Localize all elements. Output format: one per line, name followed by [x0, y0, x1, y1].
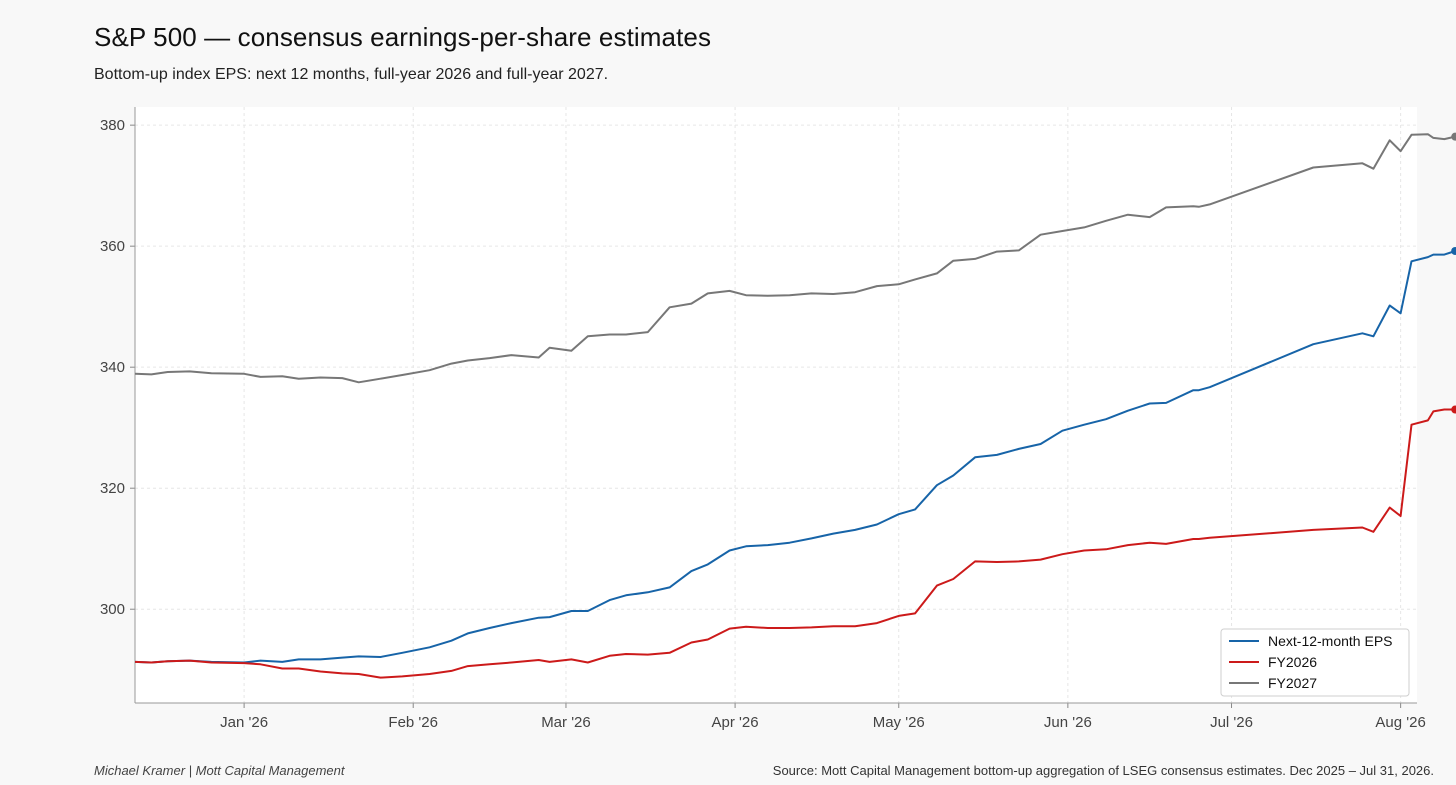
axes	[130, 107, 1417, 708]
y-tick-label: 340	[100, 359, 125, 376]
legend-label: Next-12-month EPS	[1268, 633, 1393, 649]
x-tick-label: Jul '26	[1210, 714, 1253, 731]
y-tick-label: 300	[100, 601, 125, 618]
series-line-fy2027	[134, 133, 1456, 384]
series-end-point-next-12-month-eps	[1451, 247, 1456, 256]
x-tick-label: Jan '26	[220, 714, 268, 731]
x-tick-label: Aug '26	[1375, 714, 1425, 731]
tick-labels: 300 320 340 360 380 Jan '26 Feb '26 Mar '26 Apr …	[100, 117, 1426, 731]
page-title: S&P 500 — consensus earnings-per-share e…	[94, 22, 712, 52]
legend-label: FY2026	[1268, 654, 1317, 670]
page-subtitle: Bottom-up index EPS: next 12 months, ful…	[94, 66, 609, 83]
footer-byline: Michael Kramer | Mott Capital Management	[94, 763, 345, 778]
series-end-point-fy2026	[1451, 405, 1456, 414]
footer-source: Source: Mott Capital Management bottom-u…	[772, 763, 1434, 778]
plot-area	[135, 107, 1417, 703]
series-line-fy2026	[134, 408, 1456, 679]
y-tick-label: 360	[100, 238, 125, 255]
y-tick-label: 380	[100, 117, 125, 134]
series-end-point-fy2027	[1451, 132, 1456, 141]
x-tick-label: Apr '26	[712, 714, 759, 731]
series-lines: $359$333$378	[134, 132, 1456, 679]
legend-label: FY2027	[1268, 675, 1317, 691]
legend-box	[1220, 628, 1410, 697]
x-tick-label: May '26	[873, 714, 925, 731]
legend: Next-12-month EPS FY2026 FY2027	[1220, 628, 1410, 697]
x-tick-label: Feb '26	[388, 714, 438, 731]
x-tick-label: Mar '26	[541, 714, 591, 731]
x-tick-label: Jun '26	[1044, 714, 1092, 731]
gridlines	[135, 107, 1417, 703]
y-tick-label: 320	[100, 480, 125, 497]
series-line-next-12-month-eps	[134, 250, 1456, 664]
